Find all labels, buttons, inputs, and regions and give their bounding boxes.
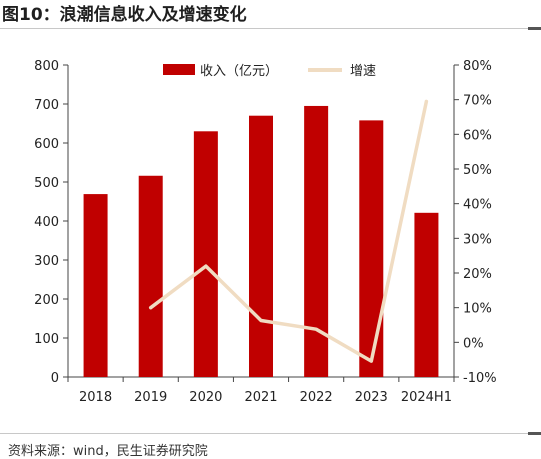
right-tick-label: 40% [463,198,492,213]
bottom-divider-accent [528,432,541,435]
bottom-divider [0,433,541,434]
legend-bar-swatch [163,64,195,75]
right-tick-label: 20% [463,267,492,282]
right-tick-label: 30% [463,232,492,247]
right-tick-label: 80% [463,59,492,74]
x-tick-label: 2024H1 [401,390,452,405]
growth-line [148,99,429,363]
revenue-bar [304,105,329,377]
left-tick-label: 700 [34,98,59,113]
legend-line-label: 增速 [350,64,376,79]
x-tick-label: 2022 [300,390,333,405]
right-tick-label: 60% [463,128,492,143]
x-tick-label: 2021 [244,390,277,405]
right-tick-label: 10% [463,302,492,317]
revenue-bar [193,131,218,377]
top-divider [0,28,541,29]
left-tick-label: 100 [34,332,59,347]
right-tick-label: 50% [463,163,492,178]
right-tick-label: 70% [463,94,492,109]
revenue-bar [83,194,108,377]
growth-series-line [148,99,429,363]
left-tick-label: 200 [34,293,59,308]
x-tick-label: 2020 [189,390,222,405]
top-divider-accent [528,27,541,30]
revenue-bar [249,115,273,377]
x-tick-label: 2023 [355,390,388,405]
revenue-bar [138,175,163,377]
revenue-bar [359,120,384,377]
right-tick-label: -10% [463,371,497,386]
revenue-bar [414,212,439,377]
source-note: 资料来源：wind，民生证券研究院 [8,444,208,459]
left-tick-label: 0 [51,371,59,386]
right-tick-label: 0% [463,336,484,351]
left-tick-label: 400 [34,215,59,230]
left-tick-label: 800 [34,59,59,74]
chart-title: 图10：浪潮信息收入及增速变化 [2,5,247,25]
revenue-bars [83,105,439,377]
x-tick-label: 2018 [79,390,112,405]
left-tick-label: 500 [34,176,59,191]
chart-axes [63,64,459,382]
left-tick-label: 600 [34,137,59,152]
left-tick-label: 300 [34,254,59,269]
x-tick-label: 2019 [134,390,167,405]
chart-legend: 收入（亿元） 增速 [163,64,376,79]
legend-bar-label: 收入（亿元） [200,64,278,79]
axis-labels: 0 100 200 300 400 500 600 700 800 -10% 0% 10% 20% 30%… [34,59,496,405]
